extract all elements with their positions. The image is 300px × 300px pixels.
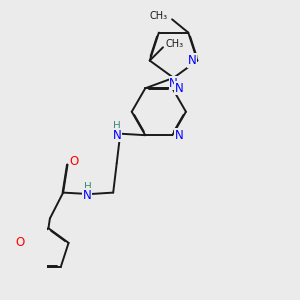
Text: H: H bbox=[84, 182, 92, 192]
Text: N: N bbox=[169, 77, 178, 90]
Text: CH₃: CH₃ bbox=[166, 39, 184, 50]
Text: N: N bbox=[175, 129, 183, 142]
Text: O: O bbox=[15, 236, 25, 249]
Text: H: H bbox=[113, 121, 121, 131]
Text: N: N bbox=[175, 82, 183, 95]
Text: N: N bbox=[83, 189, 92, 202]
Text: N: N bbox=[113, 129, 122, 142]
Text: CH₃: CH₃ bbox=[150, 11, 168, 21]
Text: O: O bbox=[69, 154, 79, 168]
Text: N: N bbox=[188, 54, 197, 67]
